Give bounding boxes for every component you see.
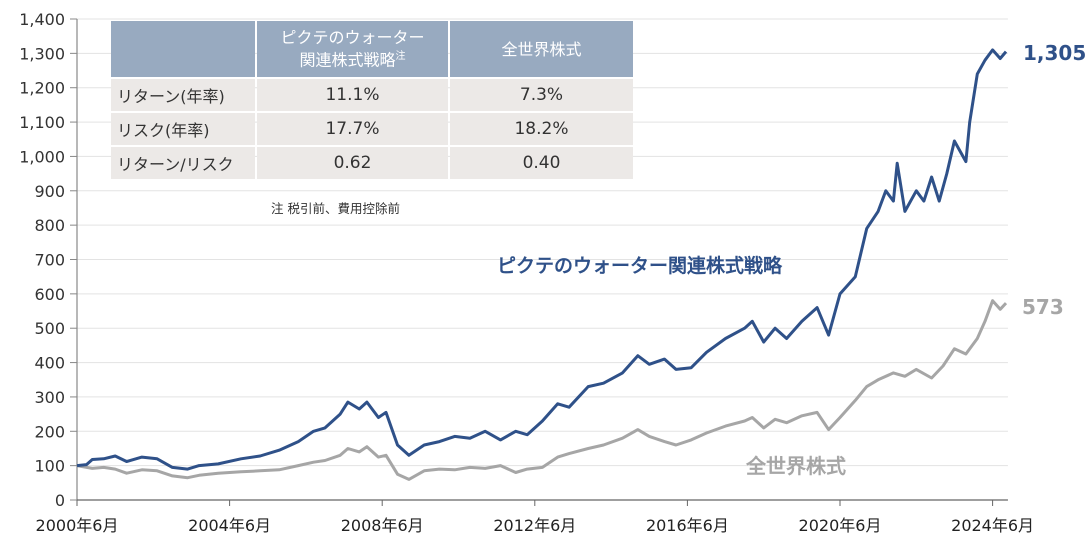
y-tick-label: 700 — [34, 251, 65, 270]
y-tick-label: 500 — [34, 319, 65, 338]
header-water-line2: 関連株式戦略 — [299, 50, 396, 70]
y-tick-label: 0 — [55, 491, 65, 510]
table-row: リターン/リスク 0.62 0.40 — [111, 147, 633, 179]
table-row: リスク(年率) 17.7% 18.2% — [111, 113, 633, 145]
row-label: リスク(年率) — [111, 113, 255, 145]
x-tick-label: 2000年6月 — [36, 516, 119, 535]
x-tick-label: 2008年6月 — [341, 516, 424, 535]
y-tick-label: 800 — [34, 216, 65, 235]
cell-water: 0.62 — [257, 147, 448, 179]
cell-world: 7.3% — [450, 79, 633, 111]
end-label-water: 1,305 — [1023, 41, 1087, 65]
x-tick-labels: 2000年6月 2004年6月 2008年6月 2012年6月 2016年6月 2020年… — [36, 516, 1035, 535]
y-tick-label: 600 — [34, 285, 65, 304]
x-tick-label: 2024年6月 — [951, 516, 1034, 535]
series-label-water: ピクテのウォーター関連株式戦略 — [497, 255, 783, 277]
axes — [70, 18, 1008, 506]
table-header-world: 全世界株式 — [450, 21, 633, 77]
y-tick-label: 1,200 — [19, 79, 65, 98]
series-label-world: 全世界株式 — [746, 454, 846, 478]
y-tick-label: 900 — [34, 182, 65, 201]
row-label: リターン/リスク — [111, 147, 255, 179]
x-tick-label: 2016年6月 — [646, 516, 729, 535]
table-note: 注 税引前、費用控除前 — [271, 201, 400, 216]
cell-water: 11.1% — [257, 79, 448, 111]
cell-world: 18.2% — [450, 113, 633, 145]
y-tick-label: 1,400 — [19, 10, 65, 29]
end-label-world: 573 — [1022, 295, 1064, 319]
x-tick-label: 2012年6月 — [493, 516, 576, 535]
y-tick-label: 200 — [34, 422, 65, 441]
y-tick-label: 400 — [34, 354, 65, 373]
row-label: リターン(年率) — [111, 79, 255, 111]
cell-water: 17.7% — [257, 113, 448, 145]
y-tick-label: 1,100 — [19, 113, 65, 132]
stats-table: ピクテのウォーター 関連株式戦略注 全世界株式 リターン(年率) 11.1% 7… — [109, 19, 635, 181]
y-tick-label: 100 — [34, 457, 65, 476]
series-line-world — [76, 299, 1008, 481]
y-tick-label: 300 — [34, 388, 65, 407]
header-note-mark: 注 — [395, 51, 406, 63]
header-water-line1: ピクテのウォーター — [280, 28, 425, 48]
series-lines — [76, 48, 1008, 481]
table-header-empty — [111, 21, 255, 77]
x-tick-label: 2004年6月 — [188, 516, 271, 535]
table-header-row: ピクテのウォーター 関連株式戦略注 全世界株式 — [111, 21, 633, 77]
y-tick-label: 1,000 — [19, 147, 65, 166]
table-row: リターン(年率) 11.1% 7.3% — [111, 79, 633, 111]
x-tick-label: 2020年6月 — [799, 516, 882, 535]
cell-world: 0.40 — [450, 147, 633, 179]
y-tick-label: 1,300 — [19, 44, 65, 63]
table-header-water: ピクテのウォーター 関連株式戦略注 — [257, 21, 448, 77]
series-line-water — [76, 48, 1008, 471]
y-tick-labels: 0 100 200 300 400 500 600 700 800 900 1,000 1,100 1,… — [19, 10, 65, 510]
